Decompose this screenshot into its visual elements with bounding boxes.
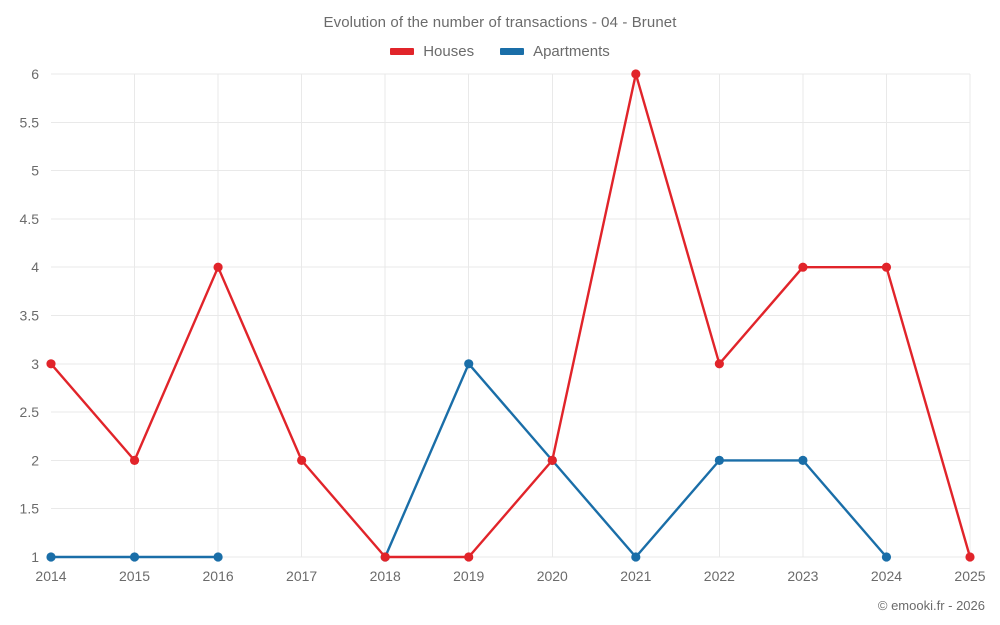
legend-item-houses[interactable]: Houses	[390, 43, 474, 60]
y-axis-tick-label: 2.5	[20, 404, 40, 420]
data-point-marker[interactable]	[714, 455, 724, 465]
series-line	[49, 72, 972, 559]
data-point-marker[interactable]	[129, 552, 140, 562]
data-point-marker[interactable]	[46, 359, 56, 369]
x-axis-tick-label: 2025	[954, 568, 985, 584]
footer-credit: © emooki.fr - 2026	[877, 598, 985, 613]
y-axis-tick-label: 6	[31, 66, 39, 82]
y-axis-tick-labels: 1 1.5 2 2.5 3 3.5 4 4.5 5 5.5 6	[20, 66, 40, 565]
data-series-layer	[46, 69, 975, 562]
chart-legend: Houses Apartments	[0, 43, 1000, 60]
y-axis-tick-label: 3	[31, 356, 39, 372]
data-point-marker[interactable]	[297, 455, 307, 465]
y-axis-tick-label: 4.5	[20, 211, 40, 227]
data-point-marker[interactable]	[881, 552, 892, 562]
legend-swatch-apartments	[500, 48, 525, 55]
legend-label-apartments: Apartments	[533, 43, 610, 60]
legend-item-apartments[interactable]: Apartments	[500, 43, 610, 60]
x-axis-tick-label: 2015	[119, 568, 150, 584]
data-point-marker[interactable]	[213, 262, 223, 272]
x-axis-tick-label: 2016	[203, 568, 234, 584]
y-axis-tick-label: 2	[31, 452, 39, 468]
x-axis-tick-label: 2021	[620, 568, 651, 584]
y-axis-tick-label: 3.5	[20, 308, 40, 324]
y-axis-tick-label: 5	[31, 163, 39, 179]
series-houses	[46, 69, 975, 562]
data-point-marker[interactable]	[631, 69, 641, 79]
data-point-marker[interactable]	[380, 552, 390, 562]
x-axis-tick-label: 2017	[286, 568, 317, 584]
gridlines	[51, 73, 971, 558]
data-point-marker[interactable]	[798, 262, 808, 272]
y-axis-tick-label: 1.5	[20, 501, 40, 517]
data-point-marker[interactable]	[464, 359, 474, 369]
data-point-marker[interactable]	[881, 262, 892, 272]
x-axis-tick-labels: 2014 2015 2016 2017 2018 2019 2020 2021 2022 2023…	[35, 568, 985, 584]
chart-title: Evolution of the number of transactions …	[323, 14, 677, 31]
x-axis-tick-label: 2014	[35, 568, 66, 584]
y-axis-tick-label: 5.5	[20, 114, 40, 130]
data-point-marker[interactable]	[46, 552, 56, 562]
y-axis-tick-label: 4	[31, 259, 39, 275]
data-point-marker[interactable]	[464, 552, 474, 562]
x-axis-tick-label: 2023	[787, 568, 818, 584]
x-axis-tick-label: 2022	[704, 568, 735, 584]
data-point-marker[interactable]	[714, 359, 724, 369]
data-point-marker[interactable]	[965, 552, 975, 562]
legend-swatch-houses	[390, 48, 415, 55]
x-axis-tick-label: 2024	[871, 568, 902, 584]
x-axis-tick-label: 2020	[537, 568, 568, 584]
data-point-marker[interactable]	[798, 455, 808, 465]
x-axis-tick-label: 2019	[453, 568, 484, 584]
data-point-marker[interactable]	[547, 455, 557, 465]
data-point-marker[interactable]	[129, 455, 140, 465]
data-point-marker[interactable]	[631, 552, 641, 562]
y-axis-tick-label: 1	[31, 549, 39, 565]
x-axis-tick-label: 2018	[370, 568, 401, 584]
data-point-marker[interactable]	[213, 552, 223, 562]
legend-label-houses: Houses	[423, 43, 475, 60]
